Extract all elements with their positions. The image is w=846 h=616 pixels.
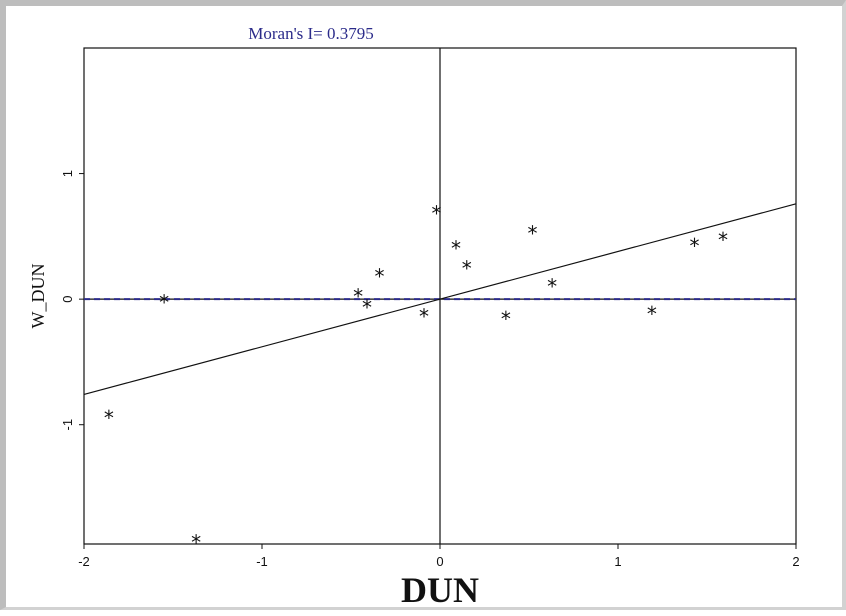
scatter-point: *: [159, 291, 169, 315]
scatter-point: *: [501, 307, 511, 331]
regression-line: [83, 203, 797, 396]
chart-title: Moran's I= 0.3795: [248, 24, 374, 43]
scatter-point: *: [690, 234, 700, 258]
scatter-chart: -2 -1 0 1 2-101 *************** * Moran's I= …: [28, 24, 800, 610]
scatter-point: *: [647, 302, 657, 326]
scatter-point: *: [547, 274, 557, 298]
x-tick-label: 0: [436, 554, 443, 569]
y-axis-label: W_DUN: [28, 264, 48, 329]
scatter-point: *: [191, 530, 201, 554]
scatter-point: *: [528, 222, 538, 246]
scatter-point: *: [419, 304, 429, 328]
scatter-point: *: [353, 284, 363, 308]
y-tick-label: 0: [60, 296, 75, 303]
x-tick-label: -1: [256, 554, 268, 569]
x-tick-label: -2: [78, 554, 90, 569]
scatter-point: *: [462, 257, 472, 281]
x-axis-label: DUN: [401, 570, 479, 610]
scatter-point: *: [374, 264, 384, 288]
y-tick-label: -1: [60, 419, 75, 431]
scatter-point: *: [431, 201, 441, 225]
scatter-point: *: [104, 406, 114, 430]
x-tick-label: 1: [614, 554, 621, 569]
y-tick-label: 1: [60, 170, 75, 177]
x-tick-label: 2: [792, 554, 799, 569]
scatter-point: *: [718, 228, 728, 252]
scatter-point: *: [451, 237, 461, 261]
scatter-point: *: [362, 296, 372, 320]
